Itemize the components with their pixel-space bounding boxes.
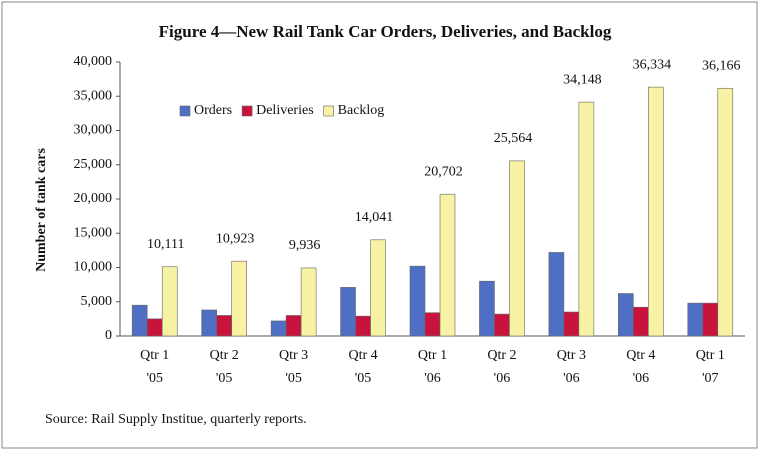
chart-title: Figure 4—New Rail Tank Car Orders, Deliv…: [159, 22, 612, 41]
x-tick-label: '06: [424, 371, 441, 386]
value-label: 25,564: [494, 131, 533, 146]
legend-swatch: [179, 105, 191, 117]
bar: [201, 309, 217, 337]
bar: [509, 160, 525, 337]
bar: [717, 87, 734, 337]
bar: [409, 265, 426, 337]
y-axis-title: Number of tank cars: [34, 148, 49, 272]
y-tick-label: 5,000: [81, 294, 113, 309]
x-tick-label: '05: [216, 371, 233, 386]
bar: [494, 313, 510, 337]
bar: [439, 193, 456, 337]
value-label: 36,166: [702, 58, 741, 73]
legend-swatch: [323, 105, 334, 117]
x-tick-label: Qtr 4: [626, 348, 655, 363]
x-tick-label: Qtr 1: [140, 348, 169, 363]
x-tick-label: Qtr 1: [696, 348, 725, 363]
y-tick-label: 40,000: [74, 54, 113, 69]
x-tick-label: '05: [285, 371, 302, 386]
bar: [618, 293, 634, 337]
bar: [161, 266, 178, 337]
bar: [370, 239, 386, 337]
bar: [479, 280, 495, 337]
bar: [270, 320, 287, 337]
legend-label: Backlog: [338, 103, 385, 118]
legend-swatch: [241, 105, 253, 117]
x-tick-label: '07: [702, 371, 719, 386]
x-tick-label: Qtr 1: [418, 348, 447, 363]
bar: [687, 302, 704, 337]
value-label: 14,041: [355, 210, 394, 225]
value-label: 10,111: [147, 237, 184, 252]
x-tick-label: '06: [633, 371, 650, 386]
value-label: 34,148: [563, 72, 602, 87]
value-label: 20,702: [424, 164, 463, 179]
x-tick-label: '05: [146, 371, 163, 386]
bar: [563, 311, 580, 337]
bar: [285, 315, 302, 337]
bar: [548, 252, 565, 337]
x-tick-label: '06: [563, 371, 580, 386]
source-note: Source: Rail Supply Institue, quarterly …: [45, 412, 307, 427]
x-tick-label: Qtr 3: [279, 348, 308, 363]
y-tick-label: 10,000: [74, 260, 113, 275]
bar: [146, 318, 163, 337]
x-tick-label: Qtr 4: [348, 348, 377, 363]
x-tick-label: Qtr 3: [557, 348, 586, 363]
bar: [131, 304, 148, 337]
y-tick-label: 15,000: [74, 225, 113, 240]
x-tick-label: Qtr 2: [210, 348, 239, 363]
legend-label: Orders: [194, 103, 232, 118]
bar: [340, 287, 356, 337]
y-tick-label: 25,000: [74, 157, 113, 172]
value-label: 10,923: [216, 231, 255, 246]
legend-label: Deliveries: [256, 103, 314, 118]
value-label: 36,334: [633, 57, 672, 72]
bar: [216, 315, 232, 337]
bar: [578, 101, 595, 337]
bar: [300, 267, 317, 337]
bar: [231, 260, 247, 337]
value-label: 9,936: [289, 238, 321, 253]
x-tick-label: '06: [494, 371, 511, 386]
x-tick-label: Qtr 2: [487, 348, 516, 363]
y-tick-label: 30,000: [74, 123, 113, 138]
y-tick-label: 20,000: [74, 191, 113, 206]
y-tick-label: 35,000: [74, 88, 113, 103]
bar: [702, 302, 719, 337]
bar: [355, 315, 371, 337]
bar: [424, 312, 441, 337]
y-tick-label: 0: [105, 328, 112, 343]
bar: [648, 86, 664, 337]
bar: [633, 306, 649, 337]
x-tick-label: '05: [355, 371, 372, 386]
